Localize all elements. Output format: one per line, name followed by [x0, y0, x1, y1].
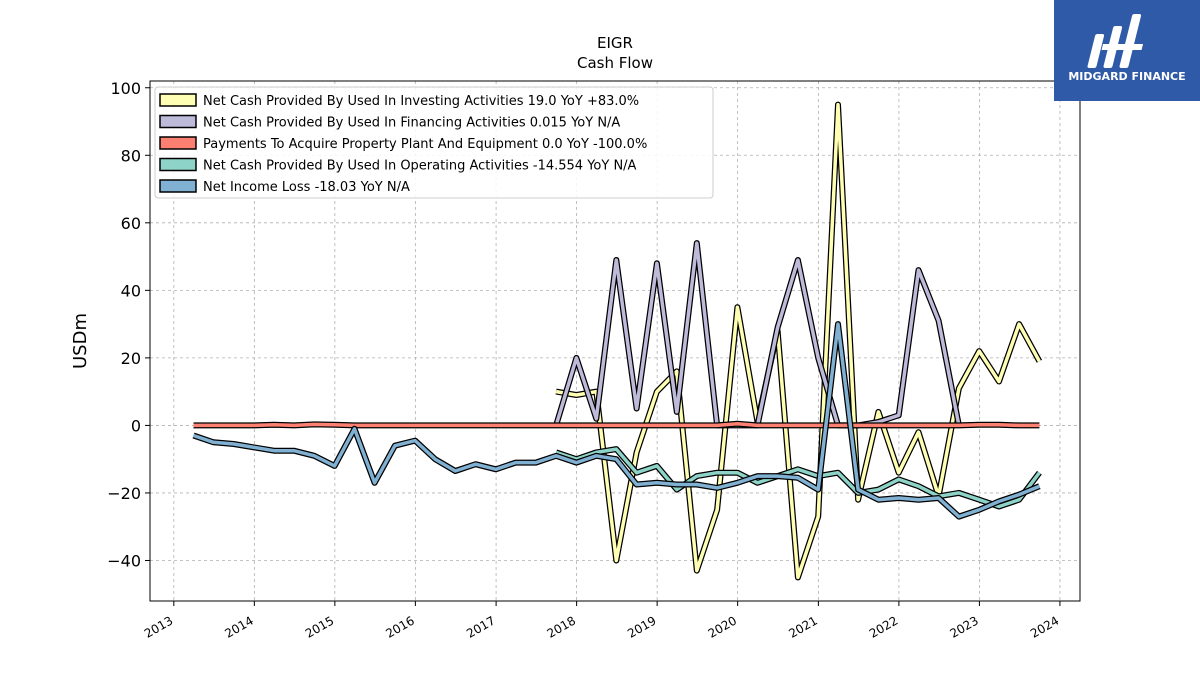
y-tick-label: 0: [131, 416, 141, 435]
x-axis-ticks: 2013 2014 2015 2016 2017 2018 2019 2020 2021 2022…: [142, 601, 1061, 641]
y-tick-label: 60: [121, 214, 141, 233]
x-tick-label: 2021: [786, 613, 819, 640]
y-tick-label: 100: [110, 79, 141, 98]
series-line: [192, 322, 1041, 519]
x-tick-label: 2017: [464, 613, 497, 640]
series-line: [193, 421, 1040, 428]
legend: Net Cash Provided By Used In Investing A…: [154, 86, 714, 199]
x-tick-label: 2014: [222, 613, 255, 640]
series-lines: [192, 101, 1043, 581]
legend-label: Net Cash Provided By Used In Investing A…: [203, 94, 639, 109]
x-tick-label: 2019: [625, 613, 658, 640]
x-tick-label: 2022: [867, 613, 900, 640]
legend-swatch: [159, 157, 197, 172]
y-tick-label: 20: [121, 349, 141, 368]
series-line: [555, 102, 1041, 580]
legend-swatch: [159, 114, 197, 129]
y-tick-label: −40: [107, 551, 141, 570]
midgard-logo-icon: [1087, 14, 1144, 68]
legend-label: Net Income Loss -18.03 YoY N/A: [203, 180, 410, 195]
midgard-finance-logo: MIDGARD FINANCE: [1054, 0, 1200, 101]
legend-swatch: [159, 136, 197, 150]
legend-label: Payments To Acquire Property Plant And E…: [203, 137, 647, 152]
legend-label: Net Cash Provided By Used In Financing A…: [203, 116, 620, 131]
y-tick-label: 40: [121, 281, 141, 300]
series-outline: [192, 321, 1041, 520]
legend-label: Net Cash Provided By Used In Operating A…: [203, 159, 637, 174]
x-tick-label: 2016: [383, 613, 416, 640]
plot-frame: [149, 80, 1081, 602]
x-tick-label: 2013: [142, 613, 175, 640]
x-tick-label: 2024: [1028, 613, 1061, 640]
legend-swatch: [159, 93, 197, 107]
legend-box: [154, 86, 714, 199]
brand-name: MIDGARD FINANCE: [1068, 70, 1186, 83]
x-tick-label: 2015: [303, 613, 336, 640]
legend-swatch: [159, 179, 197, 193]
x-tick-label: 2023: [947, 613, 980, 640]
grid-lines: [150, 81, 1080, 601]
y-axis-label: USDm: [70, 313, 91, 369]
x-tick-label: 2020: [706, 613, 739, 640]
y-tick-label: −20: [107, 484, 141, 503]
chart-subtitle: Cash Flow: [577, 54, 653, 72]
y-tick-label: 80: [121, 146, 141, 165]
x-tick-label: 2018: [545, 613, 578, 640]
y-axis-ticks: −40 −20 0 20 40 60 80 100: [107, 79, 150, 570]
series-line: [555, 447, 1041, 509]
chart-title: EIGR: [597, 34, 633, 52]
